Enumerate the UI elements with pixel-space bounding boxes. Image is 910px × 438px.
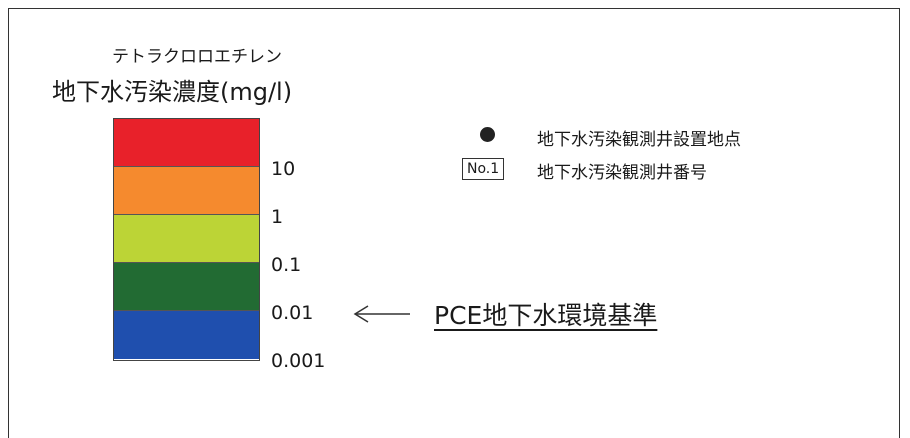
tick-label: 0.001 (271, 350, 326, 372)
tick-label: 0.1 (271, 254, 302, 276)
well-point-legend-label: 地下水汚染観測井設置地点 (537, 130, 741, 150)
well-point-marker-icon (480, 127, 495, 142)
pce-standard-label: PCE地下水環境基準 (434, 301, 658, 330)
well-number-legend-label: 地下水汚染観測井番号 (537, 163, 707, 183)
tick-label: 0.01 (271, 302, 314, 324)
band-0.001-to-0.01 (114, 311, 259, 359)
tick-label: 1 (271, 206, 284, 228)
tick-label: 10 (271, 158, 296, 180)
substance-name: テトラクロロエチレン (112, 47, 282, 67)
left-arrow-icon (353, 305, 410, 323)
well-number-box: No.1 (462, 158, 505, 180)
band-0.1-to-1 (114, 215, 259, 263)
scale-title: 地下水汚染濃度(mg/l) (52, 78, 293, 106)
band-1-to-10 (114, 167, 259, 215)
concentration-color-scale (113, 118, 260, 361)
band-above-10 (114, 119, 259, 167)
figure-frame (8, 8, 900, 438)
band-0.01-to-0.1 (114, 263, 259, 311)
